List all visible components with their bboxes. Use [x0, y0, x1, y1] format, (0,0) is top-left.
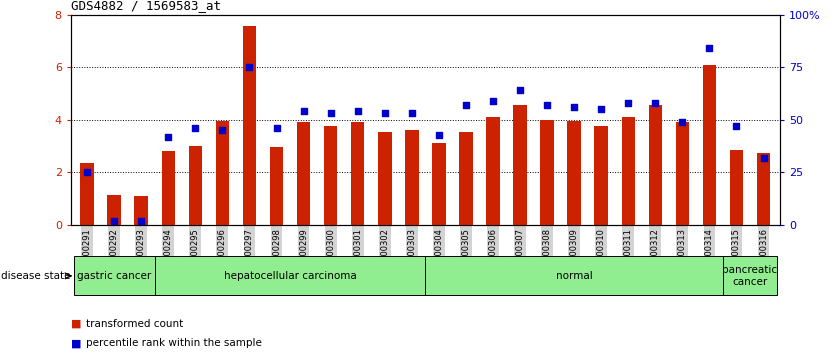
Bar — [676, 122, 689, 225]
Bar — [756, 153, 771, 225]
Point — [324, 111, 337, 117]
Text: GDS4882 / 1569583_at: GDS4882 / 1569583_at — [71, 0, 221, 12]
FancyBboxPatch shape — [723, 256, 777, 295]
Bar — [703, 65, 716, 225]
Point — [514, 87, 527, 93]
Bar — [595, 126, 608, 225]
Text: pancreatic
cancer: pancreatic cancer — [722, 265, 777, 287]
Point — [80, 170, 93, 175]
Text: transformed count: transformed count — [86, 318, 183, 329]
Bar — [80, 163, 94, 225]
FancyBboxPatch shape — [425, 256, 723, 295]
Point — [351, 109, 364, 114]
Point — [297, 109, 310, 114]
Point — [486, 98, 500, 104]
Point — [108, 218, 121, 224]
Point — [540, 102, 554, 108]
Text: ■: ■ — [71, 318, 82, 329]
Bar — [134, 196, 148, 225]
Bar — [297, 122, 310, 225]
Bar — [324, 126, 338, 225]
Point — [162, 134, 175, 139]
Point — [757, 155, 771, 160]
Text: gastric cancer: gastric cancer — [77, 271, 151, 281]
Point — [216, 127, 229, 133]
Bar — [243, 26, 256, 225]
Text: disease state: disease state — [1, 271, 70, 281]
Point — [243, 64, 256, 70]
Point — [378, 111, 391, 117]
Point — [432, 132, 445, 138]
Bar — [378, 132, 391, 225]
Point — [595, 106, 608, 112]
Bar — [216, 121, 229, 225]
Bar — [540, 120, 554, 225]
Bar — [567, 121, 581, 225]
Point — [649, 100, 662, 106]
Point — [460, 102, 473, 108]
Text: ■: ■ — [71, 338, 82, 348]
Bar — [188, 146, 202, 225]
Text: normal: normal — [555, 271, 592, 281]
Bar — [162, 151, 175, 225]
Point — [730, 123, 743, 129]
Point — [676, 119, 689, 125]
Point — [703, 45, 716, 51]
Text: hepatocellular carcinoma: hepatocellular carcinoma — [224, 271, 356, 281]
Bar — [269, 147, 284, 225]
Bar — [513, 105, 527, 225]
Bar — [460, 132, 473, 225]
Bar — [108, 195, 121, 225]
Point — [134, 218, 148, 224]
Bar — [621, 117, 635, 225]
Bar — [730, 150, 743, 225]
FancyBboxPatch shape — [155, 256, 425, 295]
Bar — [649, 105, 662, 225]
Point — [270, 125, 284, 131]
FancyBboxPatch shape — [73, 256, 155, 295]
Point — [405, 111, 419, 117]
Point — [621, 100, 635, 106]
Bar — [405, 130, 419, 225]
Bar — [486, 117, 500, 225]
Bar — [432, 143, 445, 225]
Point — [567, 104, 580, 110]
Point — [188, 125, 202, 131]
Text: percentile rank within the sample: percentile rank within the sample — [86, 338, 262, 348]
Bar — [351, 122, 364, 225]
